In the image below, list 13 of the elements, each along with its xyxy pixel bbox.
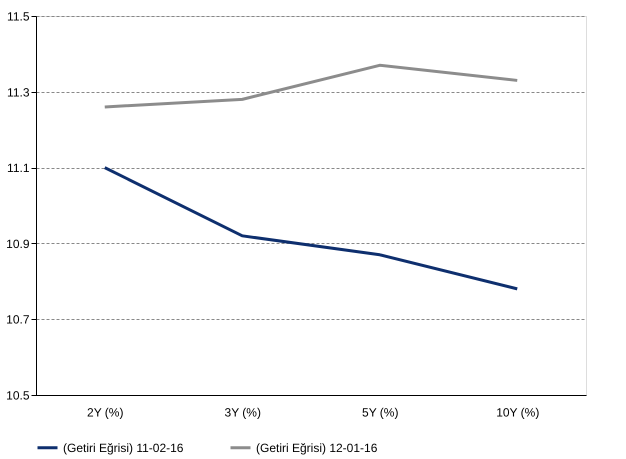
y-tick-label: 10.9 (6, 236, 30, 251)
y-tick-label: 11.1 (7, 161, 30, 176)
legend-label: (Getiri Eğrisi) 11-02-16 (63, 440, 184, 455)
y-tick-label: 11.5 (7, 10, 30, 24)
x-tick-label: 5Y (%) (362, 406, 398, 420)
y-tick-label: 10.5 (6, 388, 30, 402)
y-tick-label: 10.7 (6, 312, 30, 327)
line-series (103, 166, 519, 290)
legend-label: (Getiri Eğrisi) 12-01-16 (256, 440, 378, 455)
x-tick-label: 10Y (%) (496, 406, 540, 420)
x-tick-label: 2Y (%) (87, 406, 124, 420)
y-tick-label: 11.3 (7, 85, 30, 100)
x-tick-label: 3Y (%) (224, 406, 261, 420)
